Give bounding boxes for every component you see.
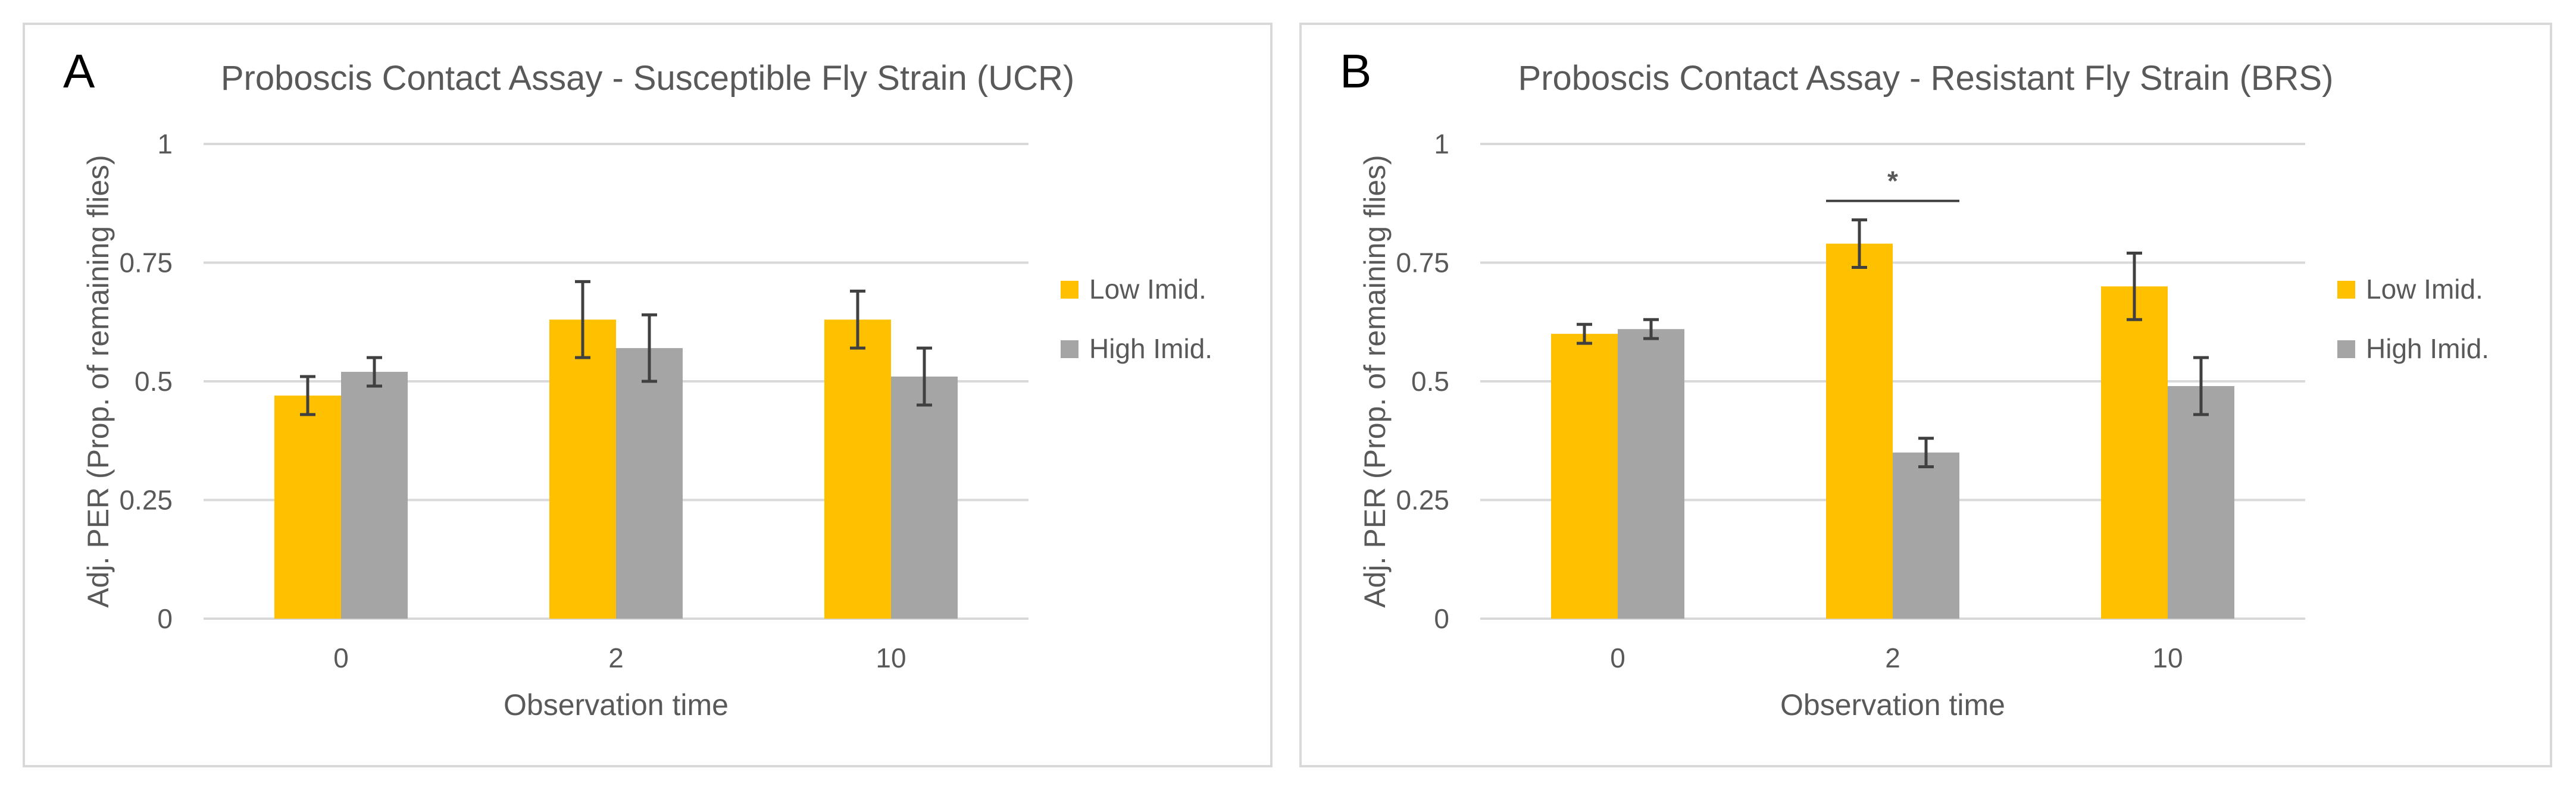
legend-swatch xyxy=(1061,281,1078,299)
y-tick-label: 0 xyxy=(157,603,173,634)
y-tick-label: 0 xyxy=(1434,603,1449,634)
y-tick-label: 0.75 xyxy=(1396,247,1449,278)
legend-label: Low Imid. xyxy=(2366,274,2483,305)
legend-label: Low Imid. xyxy=(1089,274,1206,305)
bar xyxy=(824,319,891,619)
bar xyxy=(2168,385,2234,619)
bar xyxy=(1551,334,1618,619)
bar xyxy=(891,377,958,619)
x-tick-label: 10 xyxy=(2152,642,2183,673)
y-axis-label: Adj. PER (Prop. of remaining flies) xyxy=(1358,155,1392,607)
panel-letter: A xyxy=(63,45,95,98)
chart-title: Proboscis Contact Assay - Susceptible Fl… xyxy=(220,59,1075,98)
chart-panel-b: B Proboscis Contact Assay - Resistant Fl… xyxy=(1299,23,2552,767)
panel-letter: B xyxy=(1340,45,1372,98)
y-tick-label: 0.25 xyxy=(1396,485,1449,516)
y-tick-label: 0.5 xyxy=(135,366,173,397)
significance-marker: * xyxy=(1887,165,1898,196)
y-axis-label: Adj. PER (Prop. of remaining flies) xyxy=(82,155,115,607)
y-tick-label: 1 xyxy=(157,128,173,159)
bar xyxy=(1893,452,1959,619)
x-tick-label: 0 xyxy=(1610,642,1625,673)
x-tick-label: 10 xyxy=(876,642,906,673)
y-tick-label: 0.75 xyxy=(119,247,173,278)
legend-swatch xyxy=(2337,340,2355,358)
bar xyxy=(549,319,616,619)
legend-label: High Imid. xyxy=(1089,333,1212,364)
bar xyxy=(341,372,408,619)
legend-swatch xyxy=(2337,281,2355,299)
bar xyxy=(616,348,683,619)
x-tick-label: 2 xyxy=(1885,642,1900,673)
chart-panel-a: A Proboscis Contact Assay - Susceptible … xyxy=(23,23,1273,767)
legend-label: High Imid. xyxy=(2366,333,2489,364)
x-axis-label: Observation time xyxy=(504,688,729,722)
x-tick-label: 2 xyxy=(608,642,624,673)
bar xyxy=(274,395,341,619)
bar xyxy=(1826,243,1893,619)
y-tick-label: 1 xyxy=(1434,128,1449,159)
bar xyxy=(1618,329,1684,619)
y-tick-label: 0.25 xyxy=(119,485,173,516)
legend-swatch xyxy=(1061,340,1078,358)
x-tick-label: 0 xyxy=(333,642,349,673)
bar xyxy=(2101,286,2168,619)
x-axis-label: Observation time xyxy=(1780,688,2005,722)
y-tick-label: 0.5 xyxy=(1411,366,1449,397)
chart-title: Proboscis Contact Assay - Resistant Fly … xyxy=(1518,59,2334,98)
